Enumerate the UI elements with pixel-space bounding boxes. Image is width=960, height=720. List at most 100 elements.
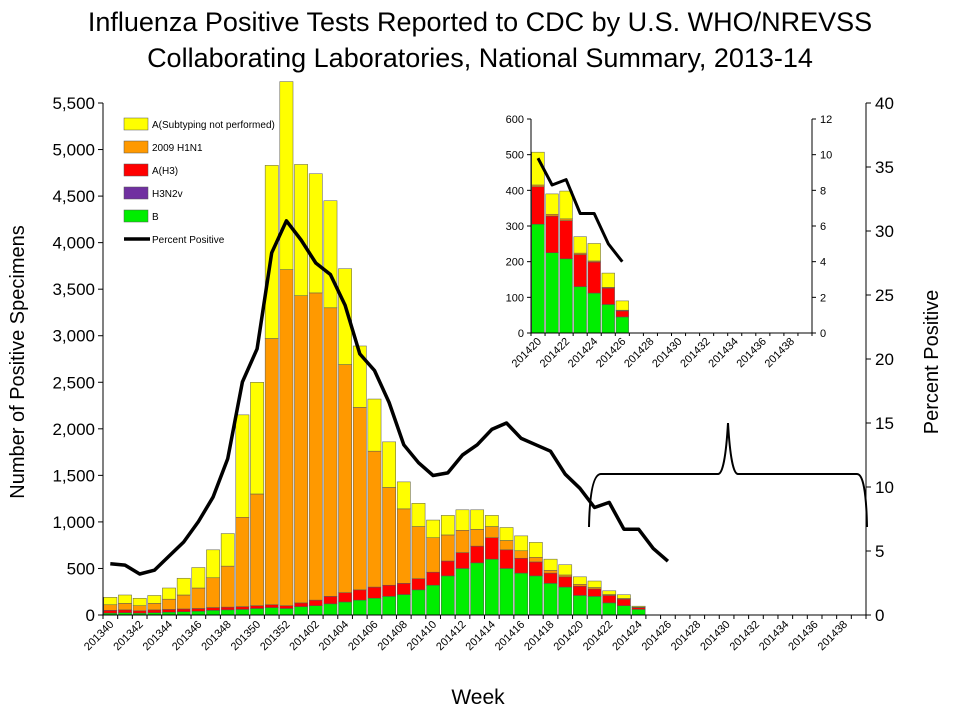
inset-brace-path — [588, 422, 868, 528]
bar-a_unsubtyped-24 — [455, 509, 470, 531]
inset-y-right-tick-label-2: 4 — [820, 257, 826, 269]
y-left-tick-label-3: 1,500 — [52, 466, 95, 485]
bar-a_h3-11 — [264, 604, 279, 608]
x-tick-label-7: 201402 — [287, 619, 321, 653]
x-axis-label: Week — [451, 686, 505, 709]
bar-h1n1_2009-4 — [162, 598, 176, 610]
bar-a_unsubtyped-36 — [631, 605, 646, 608]
x-tick-label-2: 201344 — [141, 619, 175, 653]
bar-a_h3-25 — [470, 545, 485, 564]
bar-a_h3-26 — [484, 537, 499, 560]
inset-bar-a_h3-6 — [615, 310, 629, 318]
legend-swatch-h3n2v — [123, 186, 149, 200]
bar-a_h3-21 — [411, 578, 426, 591]
y-left-tick-label-10: 5,000 — [52, 141, 95, 160]
inset-x-tick-label-2: 201424 — [566, 336, 600, 370]
legend-swatch-b — [123, 209, 149, 223]
bar-b-34 — [602, 602, 617, 616]
x-tick-label-12: 201412 — [434, 619, 468, 653]
bar-b-8 — [220, 609, 235, 616]
bar-a_unsubtyped-12 — [279, 81, 294, 270]
bar-h1n1_2009-5 — [176, 594, 191, 610]
inset-bar-a_unsubtyped-2 — [559, 190, 573, 220]
bar-a_unsubtyped-8 — [220, 533, 235, 567]
bar-a_unsubtyped-0 — [103, 597, 118, 606]
bar-a_unsubtyped-25 — [470, 509, 485, 530]
main-percent-line — [110, 219, 670, 576]
y-right-tick-label-8: 40 — [875, 94, 894, 113]
x-tick-label-4: 201348 — [199, 619, 233, 653]
inset-bar-h1n1_2009-1 — [545, 213, 559, 217]
bar-a_unsubtyped-9 — [235, 414, 250, 518]
legend-label-a_unsubtyped: A(Subtyping not performed) — [152, 120, 275, 131]
x-tick-label-24: 201436 — [786, 619, 820, 653]
bar-h1n1_2009-24 — [455, 530, 470, 553]
bar-a_h3-22 — [426, 571, 441, 586]
y-left-tick-label-0: 0 — [86, 606, 95, 625]
x-tick-label-19: 201426 — [640, 619, 674, 653]
bar-h1n1_2009-16 — [338, 364, 352, 593]
inset-x-tick-label-5: 201430 — [650, 336, 684, 370]
x-tick-label-21: 201430 — [698, 619, 732, 653]
bar-a_h3-24 — [455, 552, 470, 569]
bar-a_h3-34 — [602, 595, 617, 604]
bar-h1n1_2009-27 — [499, 540, 514, 551]
x-tick-label-20: 201428 — [669, 619, 703, 653]
bar-b-13 — [294, 606, 308, 616]
inset-bar-a_h3-3 — [573, 254, 587, 287]
inset-y-right-tick-label-3: 6 — [820, 221, 826, 233]
bar-a_h3-0 — [103, 610, 118, 614]
bar-h1n1_2009-25 — [470, 529, 485, 547]
bar-b-33 — [587, 596, 602, 616]
inset-percent-positive-line — [536, 157, 624, 263]
bar-b-26 — [484, 558, 499, 616]
bar-a_unsubtyped-31 — [558, 564, 573, 576]
bar-a_unsubtyped-20 — [396, 481, 411, 510]
inset-bar-a_h3-4 — [587, 261, 601, 294]
bar-a_h3-13 — [294, 602, 308, 607]
bar-h1n1_2009-10 — [250, 493, 264, 606]
x-tick-label-9: 201406 — [346, 619, 380, 653]
bar-a_unsubtyped-27 — [499, 527, 514, 541]
bar-a_h3-5 — [176, 608, 191, 612]
legend-swatch-a_h3 — [123, 163, 149, 177]
y-left-tick-label-6: 3,000 — [52, 327, 95, 346]
inset-bar-b-3 — [573, 286, 587, 334]
inset-y-left-tick-label-3: 300 — [506, 221, 524, 233]
x-tick-label-14: 201416 — [493, 619, 527, 653]
bar-b-7 — [206, 610, 220, 616]
inset-y-right-tick-label-4: 8 — [820, 185, 826, 197]
x-tick-label-13: 201414 — [464, 619, 498, 653]
y-right-tick-label-0: 0 — [875, 606, 884, 625]
bar-a_h3-8 — [220, 606, 235, 611]
bar-a_h3-33 — [587, 588, 602, 597]
bar-h1n1_2009-15 — [323, 307, 338, 597]
inset-bar-b-1 — [545, 252, 559, 334]
y-right-tick-label-3: 15 — [875, 414, 894, 433]
legend-label-h3n2v: H3N2v — [152, 189, 183, 200]
bar-a_h3-16 — [338, 592, 352, 603]
legend-label-b: B — [152, 212, 159, 223]
y-left-tick-label-1: 500 — [67, 559, 95, 578]
chart-title-line-2: Collaborating Laboratories, National Sum… — [147, 43, 813, 73]
x-tick-label-17: 201422 — [581, 619, 615, 653]
bar-h1n1_2009-7 — [206, 577, 220, 608]
x-tick-label-23: 201434 — [757, 619, 791, 653]
bar-h1n1_2009-17 — [352, 407, 367, 591]
inset-x-tick-label-0: 201420 — [510, 336, 544, 370]
x-tick-label-5: 201350 — [229, 619, 263, 653]
inset-bar-a_h3-5 — [601, 287, 615, 305]
y-right-tick-label-6: 30 — [875, 222, 894, 241]
inset-x-tick-label-3: 201426 — [594, 336, 628, 370]
y-left-tick-label-9: 4,500 — [52, 187, 95, 206]
bar-h1n1_2009-21 — [411, 526, 426, 579]
x-tick-label-16: 201420 — [552, 619, 586, 653]
bar-h1n1_2009-11 — [264, 338, 279, 606]
x-tick-label-18: 201424 — [610, 619, 644, 653]
bar-h1n1_2009-19 — [382, 487, 396, 586]
bar-b-28 — [514, 572, 529, 616]
inset-chart: 0 100 200 300 400 500 600 0 2 4 6 8 10 12 201420201422… — [506, 114, 833, 370]
bar-a_h3-6 — [191, 608, 206, 612]
